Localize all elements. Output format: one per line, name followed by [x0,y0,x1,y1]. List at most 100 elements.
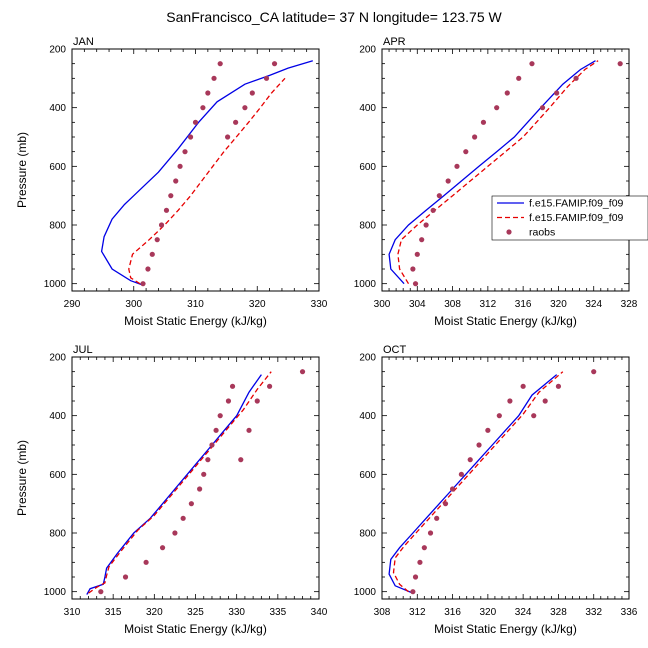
raobs-point [249,90,255,96]
x-axis-label: Moist Static Energy (kJ/kg) [124,622,267,636]
x-tick-label: 320 [480,607,497,618]
y-tick-label: 600 [49,470,66,481]
raobs-point [205,90,211,96]
y-tick-label: 600 [359,470,376,481]
x-tick-label: 290 [64,299,81,310]
model-line-dashed [397,60,599,285]
y-tick-label: 200 [49,353,66,364]
raobs-point [205,457,211,463]
plot-frame-apr [381,48,630,292]
plot-frame-jul [71,356,320,600]
raobs-point [454,163,460,169]
x-tick-label: 300 [374,299,391,310]
panels-group: 290 300 310 320 330 200 400 600 800 1000 JAN Moist … [15,36,638,636]
y-tick-label: 1000 [354,587,377,598]
panel-label-apr: APR [383,36,406,48]
raobs-point [201,471,207,477]
raobs-point [421,545,427,551]
y-tick-label: 600 [49,162,66,173]
raobs-point [263,75,270,81]
raobs-point [412,281,419,287]
raobs-point [172,530,178,536]
y-tick-label: 1000 [44,587,67,598]
raobs-point [430,207,436,213]
raobs-point [554,90,560,96]
raobs-point [494,105,500,111]
model-line-dashed [128,77,286,285]
panel-label-jan: JAN [73,36,94,48]
series-group [100,60,313,287]
x-tick-label: 328 [550,607,567,618]
raobs-point [200,105,206,111]
raobs-point [163,207,170,213]
y-tick-label: 1000 [44,279,67,290]
raobs-point [496,413,502,419]
raobs-point [154,237,160,243]
raobs-point [209,442,215,448]
raobs-point [539,105,546,111]
raobs-point [246,427,252,433]
raobs-point [229,383,236,389]
x-tick-label: 340 [311,607,328,618]
series-group [86,369,306,595]
x-tick-label: 308 [444,299,461,310]
y-tick-label: 800 [359,221,376,232]
raobs-point [188,501,194,507]
raobs-point [472,134,478,140]
raobs-point [423,222,429,228]
x-tick-label: 324 [515,607,532,618]
plot-frame-oct [381,356,630,600]
y-tick-label: 200 [359,45,376,56]
legend-label: f.e15.FAMIP.f09_f09 [529,212,624,224]
raobs-point [225,134,231,140]
series-group [388,369,597,595]
raobs-point [504,90,510,96]
x-tick-label: 335 [269,607,286,618]
x-tick-label: 304 [409,299,426,310]
x-tick-label: 315 [105,607,122,618]
x-tick-label: 316 [515,299,532,310]
x-tick-label: 312 [409,607,426,618]
raobs-point [520,383,526,389]
y-tick-label: 800 [49,221,66,232]
raobs-point [436,193,442,199]
y-tick-label: 200 [359,353,376,364]
raobs-point [225,398,232,404]
model-line-dashed [88,371,272,594]
x-tick-label: 308 [374,607,391,618]
y-tick-label: 400 [359,411,376,422]
raobs-point [617,61,623,67]
raobs-point [242,105,248,111]
legend: f.e15.FAMIP.f09_f09 f.e15.FAMIP.f09_f09ra… [491,195,648,241]
raobs-point [445,178,451,184]
raobs-point [299,369,306,375]
raobs-point [414,251,420,257]
y-tick-label: 400 [49,411,66,422]
legend-marker-dot [506,229,512,235]
raobs-point [267,383,273,389]
raobs-point [485,427,491,433]
raobs-point [476,442,482,448]
raobs-point [507,398,513,404]
raobs-point [140,281,146,287]
raobs-point [449,486,456,492]
model-line-solid [100,60,313,286]
x-tick-label: 332 [585,607,602,618]
raobs-point [591,369,597,375]
raobs-point [463,149,469,155]
x-axis-label: Moist Static Energy (kJ/kg) [434,314,577,328]
raobs-point [555,383,562,389]
raobs-point [187,134,194,140]
raobs-point [145,266,151,272]
raobs-point [213,427,219,433]
raobs-point [467,457,473,463]
raobs-point [159,545,166,551]
raobs-point [168,193,174,199]
raobs-point [573,75,579,81]
raobs-point [412,574,419,580]
x-tick-label: 300 [125,299,142,310]
model-line-dashed [392,371,564,593]
x-tick-label: 320 [146,607,163,618]
raobs-point [410,266,416,272]
raobs-point [480,119,487,125]
